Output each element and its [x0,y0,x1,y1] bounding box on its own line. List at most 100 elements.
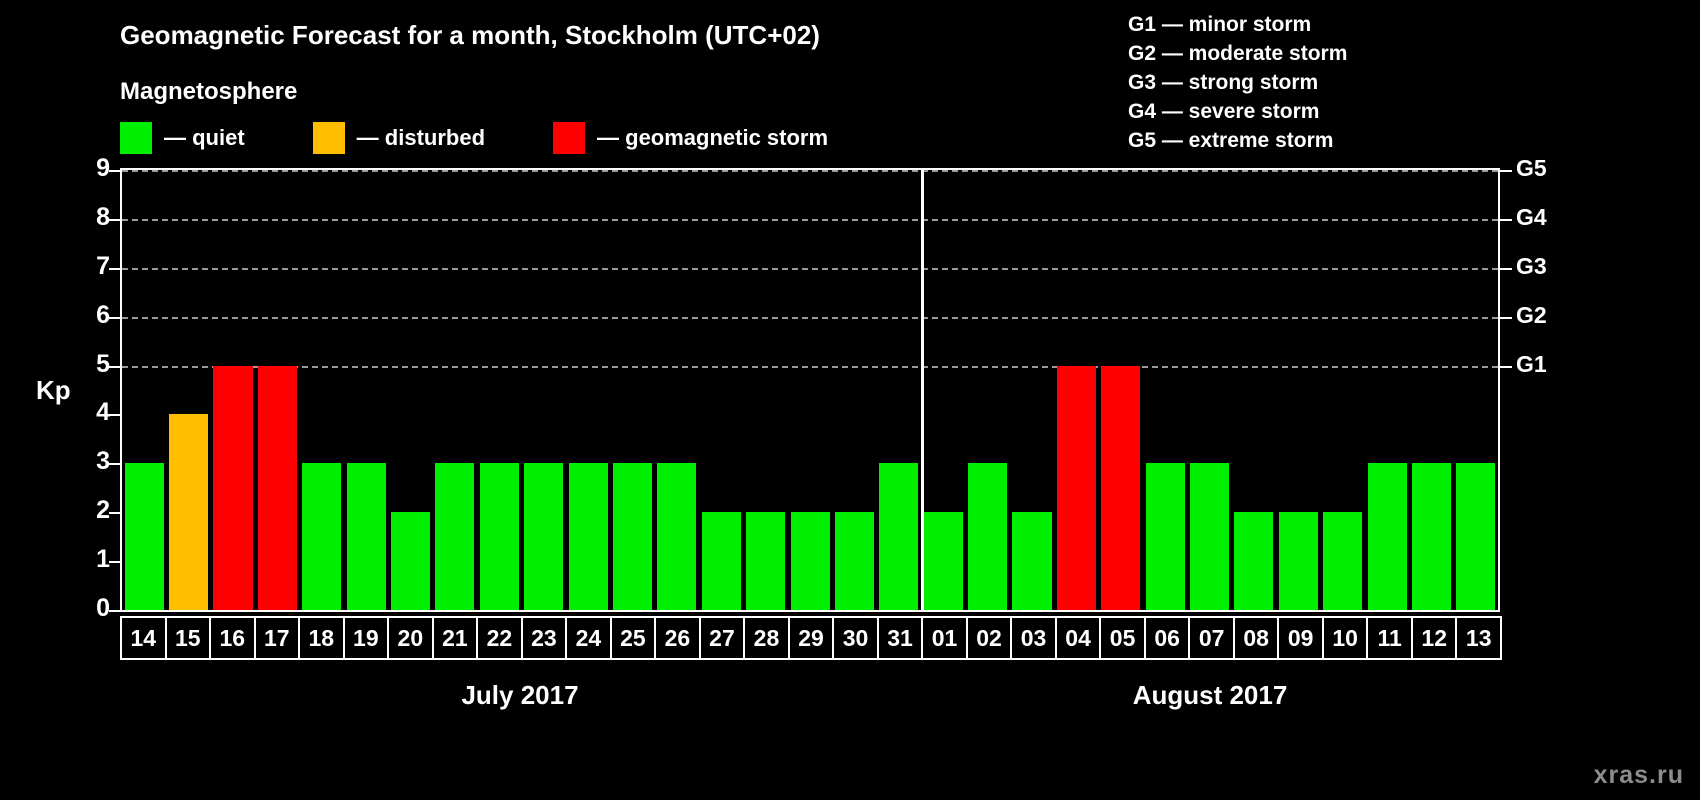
bar-cell[interactable] [1454,170,1498,610]
bar-cell[interactable] [211,170,255,610]
bar-cell[interactable] [433,170,477,610]
bar-cell[interactable] [1232,170,1276,610]
bar-02[interactable] [968,463,1008,610]
bar-12[interactable] [1411,463,1452,610]
date-label-22[interactable]: 22 [476,616,523,660]
bar-27[interactable] [701,512,741,610]
bar-16[interactable] [213,365,253,610]
bar-cell[interactable] [788,170,832,610]
bar-24[interactable] [568,463,608,610]
storm-scale-row-g2: G2 — moderate storm [1128,42,1348,65]
bar-cell[interactable] [388,170,432,610]
bar-cell[interactable] [1054,170,1098,610]
bar-cell[interactable] [610,170,654,610]
bar-cell[interactable] [300,170,344,610]
bar-26[interactable] [657,463,697,610]
date-label-02[interactable]: 02 [965,616,1013,660]
bar-cell[interactable] [344,170,388,610]
bar-20[interactable] [391,512,431,610]
date-label-04[interactable]: 04 [1054,616,1102,660]
bar-cell[interactable] [1276,170,1320,610]
date-label-21[interactable]: 21 [431,616,479,660]
bar-28[interactable] [746,512,786,610]
date-label-01[interactable]: 01 [921,616,968,660]
bar-cell[interactable] [1187,170,1231,610]
y-tick-label-3: 3 [96,447,110,476]
bar-21[interactable] [435,463,475,610]
bar-cell[interactable] [477,170,521,610]
bar-11[interactable] [1367,463,1407,610]
date-label-12[interactable]: 12 [1410,616,1458,660]
bar-25[interactable] [612,463,653,610]
bar-cell[interactable] [1099,170,1143,610]
date-label-03[interactable]: 03 [1010,616,1057,660]
bar-19[interactable] [346,463,386,610]
bar-cell[interactable] [166,170,210,610]
date-label-28[interactable]: 28 [743,616,790,660]
bar-14[interactable] [124,463,164,610]
date-label-17[interactable]: 17 [253,616,301,660]
bar-cell[interactable] [699,170,743,610]
bar-cell[interactable] [1365,170,1409,610]
bar-30[interactable] [834,512,874,610]
date-label-14[interactable]: 14 [120,616,167,660]
bar-cell[interactable] [921,170,965,610]
bar-29[interactable] [790,512,830,610]
bar-09[interactable] [1278,512,1318,610]
bar-cell[interactable] [255,170,299,610]
date-label-13[interactable]: 13 [1455,616,1502,660]
bar-31[interactable] [879,463,919,610]
date-label-16[interactable]: 16 [209,616,256,660]
date-label-31[interactable]: 31 [876,616,924,660]
date-label-18[interactable]: 18 [298,616,345,660]
bar-cell[interactable] [1321,170,1365,610]
bar-cell[interactable] [877,170,921,610]
date-label-05[interactable]: 05 [1099,616,1146,660]
bar-cell[interactable] [1010,170,1054,610]
date-label-08[interactable]: 08 [1232,616,1280,660]
bar-cell[interactable] [566,170,610,610]
bar-06[interactable] [1145,463,1185,610]
date-label-11[interactable]: 11 [1366,616,1413,660]
bar-17[interactable] [257,365,297,610]
bar-cell[interactable] [832,170,876,610]
bar-01[interactable] [923,512,963,610]
date-label-19[interactable]: 19 [342,616,390,660]
y-tick-label-5: 5 [96,349,110,378]
bar-cell[interactable] [1409,170,1453,610]
bar-23[interactable] [524,463,564,610]
bar-cell[interactable] [743,170,787,610]
date-label-20[interactable]: 20 [387,616,434,660]
bar-18[interactable] [302,463,342,610]
bar-15[interactable] [169,414,209,610]
bar-04[interactable] [1056,365,1096,610]
date-label-23[interactable]: 23 [520,616,568,660]
bar-22[interactable] [479,463,519,610]
gridline-kp-9 [122,170,1498,172]
date-label-27[interactable]: 27 [698,616,746,660]
y-tick-label-1: 1 [96,545,110,574]
date-label-09[interactable]: 09 [1277,616,1324,660]
date-label-15[interactable]: 15 [164,616,212,660]
date-label-25[interactable]: 25 [609,616,657,660]
bar-cell[interactable] [522,170,566,610]
bar-cell[interactable] [655,170,699,610]
date-label-10[interactable]: 10 [1321,616,1369,660]
bar-10[interactable] [1323,512,1363,610]
bar-cell[interactable] [965,170,1009,610]
bar-05[interactable] [1101,365,1141,610]
date-label-06[interactable]: 06 [1143,616,1191,660]
date-label-30[interactable]: 30 [832,616,879,660]
date-label-29[interactable]: 29 [787,616,835,660]
bar-13[interactable] [1456,463,1496,610]
y-tick-mark-3 [109,463,120,466]
legend-label-geomagnetic-storm: — geomagnetic storm [597,125,829,150]
bar-03[interactable] [1012,512,1052,610]
bar-cell[interactable] [122,170,166,610]
bar-08[interactable] [1234,512,1274,610]
bar-07[interactable] [1190,463,1230,610]
date-label-24[interactable]: 24 [565,616,612,660]
bar-cell[interactable] [1143,170,1187,610]
date-label-07[interactable]: 07 [1188,616,1235,660]
date-label-26[interactable]: 26 [654,616,701,660]
